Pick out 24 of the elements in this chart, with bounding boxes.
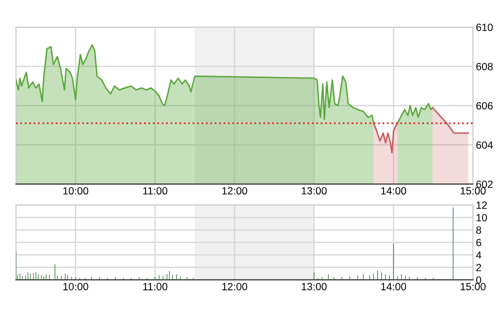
y-tick-label: 602 xyxy=(476,180,493,188)
x-tick-label: 11:00 xyxy=(143,187,168,195)
y-tick-label: 604 xyxy=(476,141,493,149)
y-tick-label: 610 xyxy=(476,24,493,32)
y-tick-label: 8 xyxy=(476,226,482,234)
x-tick-label: 14:00 xyxy=(381,187,406,195)
x-tick-label: 14:00 xyxy=(381,282,406,290)
x-tick-label: 10:00 xyxy=(63,282,88,290)
y-tick-label: 608 xyxy=(476,62,493,70)
y-tick-label: 4 xyxy=(476,252,482,259)
x-tick-label: 13:00 xyxy=(302,282,327,290)
x-tick-label: 15:00 xyxy=(460,282,486,290)
y-tick-label: 12 xyxy=(476,201,487,209)
y-tick-label: 2 xyxy=(476,264,482,272)
y-tick-label: 606 xyxy=(476,102,493,110)
x-tick-label: 11:00 xyxy=(143,282,168,290)
x-tick-label: 12:00 xyxy=(222,187,248,195)
y-tick-label: 0 xyxy=(476,276,482,284)
x-tick-label: 12:00 xyxy=(222,282,248,290)
x-tick-label: 15:00 xyxy=(460,187,486,195)
x-tick-label: 10:00 xyxy=(63,187,88,195)
y-tick-label: 6 xyxy=(476,238,482,246)
x-tick-label: 13:00 xyxy=(302,187,327,195)
y-tick-label: 10 xyxy=(476,214,487,222)
